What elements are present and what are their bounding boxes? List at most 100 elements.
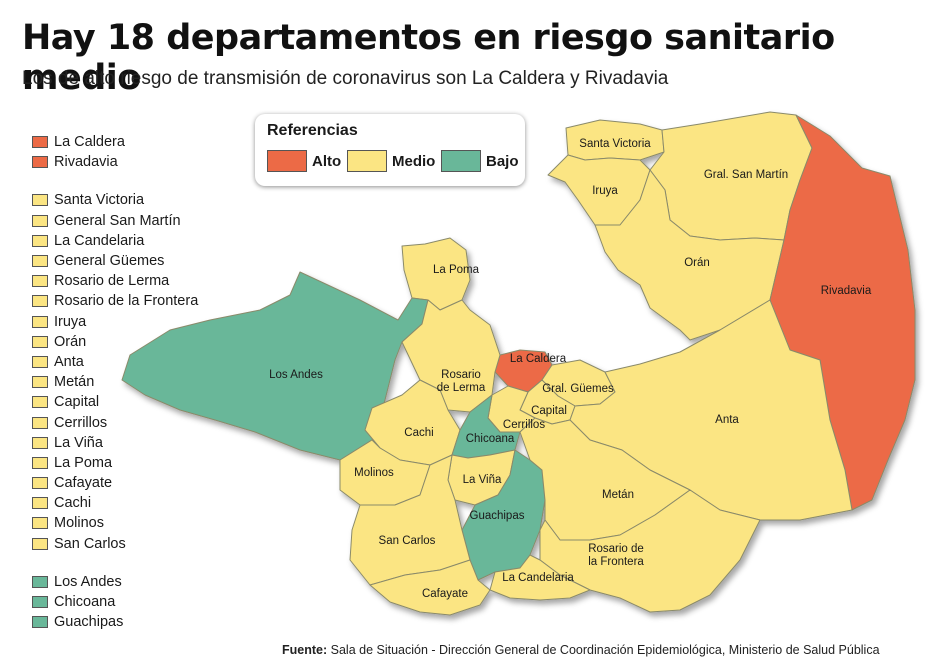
legend-item-metan: Metán: [32, 372, 198, 392]
department-label-gral-guemes: Gral. Güemes: [542, 383, 614, 395]
legend-swatch: [32, 497, 48, 510]
department-label-la-poma: La Poma: [433, 264, 480, 276]
legend-label: Capital: [54, 394, 100, 411]
legend-item-general-san-martin: General San Martín: [32, 211, 198, 231]
legend-label: Iruya: [54, 313, 87, 330]
department-label-la-vina: La Viña: [463, 474, 502, 486]
department-label-san-carlos: San Carlos: [379, 535, 436, 547]
legend-item-cachi: Cachi: [32, 493, 198, 513]
department-label-rivadavia: Rivadavia: [821, 285, 872, 297]
legend-label: Cachi: [54, 495, 92, 512]
legend-swatch: [32, 416, 48, 429]
reference-label: Alto: [312, 152, 342, 170]
department-legend: La Caldera Rivadavia Santa Victoria General…: [32, 132, 198, 632]
legend-label: Rosario de la Frontera: [54, 293, 199, 310]
legend-swatch: [32, 575, 48, 588]
department-label-la-candelaria: La Candelaria: [502, 572, 574, 584]
legend-item-rosario-de-lerma: Rosario de Lerma: [32, 271, 198, 291]
department-label-guachipas: Guachipas: [470, 510, 525, 522]
department-label-iruya: Iruya: [592, 185, 618, 197]
legend-label: Guachipas: [54, 614, 124, 631]
legend-label: Anta: [54, 353, 84, 370]
department-label-rosario-de-lerma: Rosario de Lerma: [437, 369, 486, 394]
reference-label: Medio: [392, 152, 436, 170]
legend-swatch: [32, 275, 48, 288]
legend-item-guachipas: Guachipas: [32, 612, 198, 632]
legend-item-la-candelaria: La Candelaria: [32, 231, 198, 251]
department-la-candelaria: [489, 554, 591, 601]
legend-label: La Viña: [54, 434, 103, 451]
legend-item-oran: Orán: [32, 332, 198, 352]
source-label: Fuente:: [282, 643, 328, 657]
department-label-chicoana: Chicoana: [466, 433, 515, 445]
department-los-andes: [121, 271, 429, 461]
reference-alto: Alto: [267, 150, 341, 172]
department-label-anta: Anta: [715, 414, 739, 426]
legend-swatch: [32, 517, 48, 530]
legend-item-la-vina: La Viña: [32, 433, 198, 453]
legend-item-capital: Capital: [32, 392, 198, 412]
legend-item-la-caldera: La Caldera: [32, 132, 198, 152]
department-label-rosario-de-la-frontera: Rosario de la Frontera: [588, 543, 644, 568]
legend-label: Orán: [54, 333, 87, 350]
reference-label: Bajo: [486, 152, 519, 170]
department-label-gral-san-martin: Gral. San Martín: [704, 169, 788, 181]
legend-swatch: [32, 335, 48, 348]
legend-swatch: [32, 255, 48, 268]
legend-swatch: [32, 234, 48, 247]
department-label-metan: Metán: [602, 489, 634, 501]
legend-swatch: [32, 396, 48, 409]
legend-swatch: [32, 596, 48, 609]
department-label-cafayate: Cafayate: [422, 588, 468, 600]
department-label-la-caldera: La Caldera: [510, 353, 567, 365]
page-title: Hay 18 departamentos en riesgo sanitario…: [22, 18, 835, 98]
legend-item-chicoana: Chicoana: [32, 592, 198, 612]
legend-label: General Güemes: [54, 253, 165, 270]
legend-swatch: [32, 376, 48, 389]
legend-swatch: [32, 295, 48, 308]
legend-swatch: [32, 456, 48, 469]
department-label-capital: Capital: [531, 405, 567, 417]
legend-label: General San Martín: [54, 212, 181, 229]
references-box: Referencias Alto Medio Bajo: [255, 114, 525, 186]
legend-swatch: [32, 355, 48, 368]
legend-item-anta: Anta: [32, 352, 198, 372]
legend-label: Cerrillos: [54, 414, 108, 431]
legend-item-molinos: Molinos: [32, 513, 198, 533]
page-subtitle: Los de alto riesgo de transmisión de cor…: [22, 68, 669, 89]
legend-swatch: [32, 537, 48, 550]
department-label-santa-victoria: Santa Victoria: [579, 138, 651, 150]
legend-item-cerrillos: Cerrillos: [32, 412, 198, 432]
legend-label: La Caldera: [54, 134, 125, 151]
reference-medio: Medio: [347, 150, 435, 172]
department-cafayate: [369, 559, 491, 616]
legend-label: Santa Victoria: [54, 192, 145, 209]
reference-swatch: [347, 150, 387, 172]
legend-swatch: [32, 156, 48, 169]
legend-swatch: [32, 194, 48, 207]
reference-bajo: Bajo: [441, 150, 519, 172]
reference-swatch: [267, 150, 307, 172]
legend-label: Rivadavia: [54, 154, 118, 171]
legend-label: Molinos: [54, 515, 104, 532]
source-note: Fuente: Sala de Situación - Dirección Ge…: [282, 643, 880, 657]
legend-item-general-guemes: General Güemes: [32, 251, 198, 271]
legend-swatch: [32, 436, 48, 449]
legend-label: Metán: [54, 374, 95, 391]
legend-item-cafayate: Cafayate: [32, 473, 198, 493]
legend-swatch: [32, 616, 48, 629]
legend-item-santa-victoria: Santa Victoria: [32, 190, 198, 210]
department-label-molinos: Molinos: [354, 467, 394, 479]
legend-swatch: [32, 315, 48, 328]
legend-item-iruya: Iruya: [32, 312, 198, 332]
legend-item-la-poma: La Poma: [32, 453, 198, 473]
legend-label: San Carlos: [54, 535, 126, 552]
department-label-cerrillos: Cerrillos: [503, 419, 545, 431]
legend-label: Cafayate: [54, 475, 113, 492]
legend-label: Chicoana: [54, 594, 116, 611]
legend-item-los-andes: Los Andes: [32, 572, 198, 592]
reference-swatch: [441, 150, 481, 172]
legend-swatch: [32, 214, 48, 227]
legend-item-rosario-de-la-frontera: Rosario de la Frontera: [32, 291, 198, 311]
